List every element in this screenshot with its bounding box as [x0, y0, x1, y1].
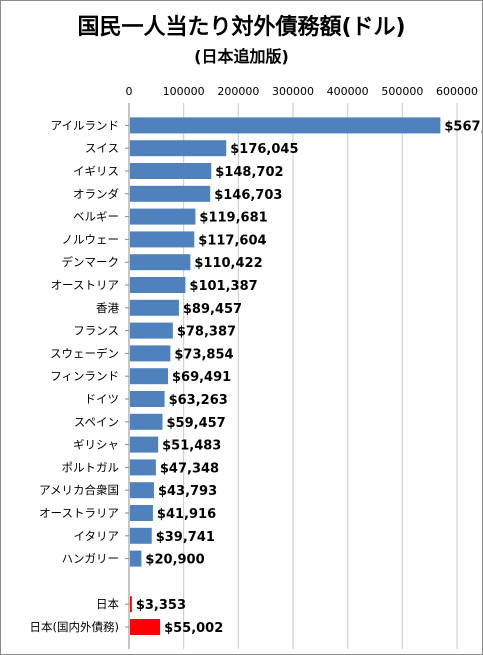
data-label: $89,457 — [183, 302, 242, 317]
x-tick-label: 600000 — [436, 85, 478, 98]
data-label: $63,263 — [169, 393, 228, 408]
x-tick-label: 0 — [126, 85, 133, 98]
category-label: オーストラリア — [39, 506, 119, 520]
bar — [130, 140, 227, 157]
data-label: $39,741 — [156, 530, 215, 545]
x-tick-label: 200000 — [217, 85, 259, 98]
bar — [130, 322, 173, 339]
category-label: 日本(国内外債務) — [30, 620, 119, 634]
category-label: アメリカ合衆国 — [39, 483, 119, 497]
bar — [130, 299, 179, 316]
bar — [130, 277, 186, 293]
data-label: $101,387 — [189, 279, 257, 294]
bar — [130, 208, 196, 225]
bar — [130, 550, 142, 567]
data-label: $41,916 — [157, 507, 216, 522]
category-label: スイス — [85, 141, 119, 155]
bar — [130, 163, 212, 179]
x-tick-label: 400000 — [327, 85, 369, 98]
bar — [130, 254, 191, 271]
data-label: $567,805 — [444, 119, 482, 134]
category-label: ハンガリー — [62, 552, 120, 566]
bar — [130, 619, 161, 635]
category-label: イタリア — [73, 529, 119, 543]
category-label: オランダ — [73, 187, 119, 201]
data-label: $55,002 — [164, 621, 223, 636]
category-label: イギリス — [73, 164, 119, 178]
category-label: 香港 — [96, 301, 119, 315]
category-label: デンマーク — [62, 255, 120, 269]
bar — [130, 413, 163, 430]
data-label: $148,702 — [215, 165, 283, 180]
bar — [130, 368, 168, 385]
data-label: $69,491 — [172, 370, 231, 385]
category-label: フランス — [73, 324, 119, 338]
bar — [130, 231, 195, 248]
bar — [130, 185, 211, 202]
data-label: $110,422 — [194, 256, 262, 271]
bar — [130, 505, 153, 521]
bar — [130, 459, 156, 476]
data-label: $146,703 — [214, 188, 282, 203]
category-label: スペイン — [74, 415, 119, 429]
category-label: アイルランド — [51, 118, 119, 132]
category-label: ベルギー — [73, 210, 119, 224]
chart-title: 国民一人当たり対外債務額(ドル) — [77, 15, 406, 40]
bar — [130, 345, 171, 362]
data-label: $59,457 — [167, 416, 226, 431]
bar — [130, 527, 152, 544]
bar — [130, 117, 441, 134]
category-label: スウェーデン — [50, 346, 119, 360]
data-label: $47,348 — [160, 461, 219, 476]
data-label: $3,353 — [136, 598, 186, 613]
bar — [130, 482, 154, 499]
x-tick-label: 100000 — [163, 85, 205, 98]
data-label: $51,483 — [162, 439, 221, 454]
data-label: $119,681 — [199, 211, 267, 226]
bar — [130, 596, 132, 613]
category-label: オーストリア — [51, 278, 119, 292]
category-label: フィンランド — [50, 369, 119, 383]
data-label: $20,900 — [145, 553, 204, 568]
data-label: $117,604 — [198, 233, 266, 248]
chart-subtitle: (日本追加版) — [194, 47, 289, 66]
data-label: $176,045 — [230, 142, 298, 157]
category-label: ノルウェー — [62, 232, 120, 246]
category-label: ギリシャ — [73, 438, 119, 452]
category-label: ポルトガル — [62, 460, 120, 474]
data-label: $78,387 — [177, 325, 236, 340]
category-label: 日本 — [96, 597, 119, 611]
x-tick-label: 500000 — [381, 85, 423, 98]
bar — [130, 391, 165, 407]
data-label: $43,793 — [158, 484, 217, 499]
category-label: ドイツ — [85, 392, 120, 406]
x-tick-label: 300000 — [272, 85, 314, 98]
data-label: $73,854 — [174, 347, 233, 362]
bar — [130, 436, 159, 453]
